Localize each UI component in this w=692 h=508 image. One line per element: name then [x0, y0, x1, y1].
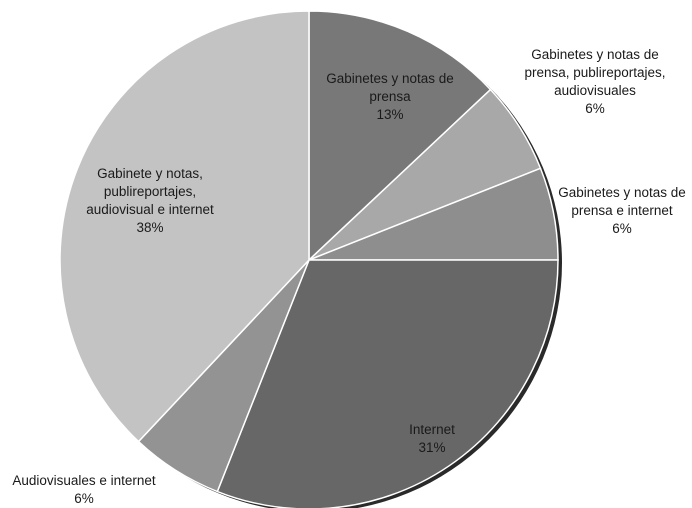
pie-slice-6	[59, 10, 310, 443]
slice-label-text: audiovisuales	[554, 83, 636, 98]
slice-label-text: prensa e internet	[571, 203, 673, 218]
slice-label-5: Audiovisuales e internet 6%	[12, 473, 156, 506]
slice-label-text: Gabinetes y notas de	[326, 71, 454, 86]
slice-label-text: Gabinetes y notas de	[531, 47, 659, 62]
slice-percent-label: 31%	[418, 440, 445, 455]
slice-label-text: Gabinete y notas,	[97, 166, 203, 181]
slice-label-2: Gabinetes y notas de prensa, publireporta…	[524, 47, 665, 116]
slice-percent-label: 6%	[74, 491, 94, 506]
slice-label-6: Gabinete y notas, publireportajes, audiovi…	[86, 166, 214, 235]
slice-label-text: Gabinetes y notas de	[558, 185, 686, 200]
pie-slices	[59, 10, 559, 508]
slice-percent-label: 6%	[585, 101, 605, 116]
slice-label-text: audiovisual e internet	[86, 202, 214, 217]
slice-label-text: publireportajes,	[104, 184, 196, 199]
pie-slice-1	[308, 10, 492, 262]
slice-label-4: Internet 31%	[409, 422, 455, 455]
slice-label-3: Gabinetes y notas de prensa e internet 6%	[558, 185, 686, 236]
slice-percent-label: 38%	[136, 220, 163, 235]
slice-percent-label: 13%	[376, 107, 403, 122]
slice-label-text: Audiovisuales e internet	[12, 473, 156, 488]
slice-label-text: prensa, publireportajes,	[524, 65, 665, 80]
slice-label-text: prensa	[369, 89, 411, 104]
pie-slice-4	[216, 259, 559, 508]
slice-percent-label: 6%	[612, 221, 632, 236]
slice-label-text: Internet	[409, 422, 455, 437]
slice-label-1: Gabinetes y notas de prensa 13%	[326, 71, 454, 122]
